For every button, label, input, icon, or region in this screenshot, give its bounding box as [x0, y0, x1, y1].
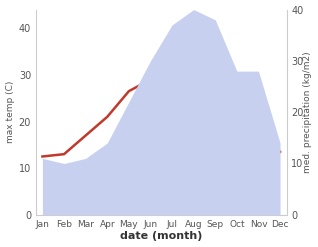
Y-axis label: max temp (C): max temp (C)	[5, 81, 15, 143]
Y-axis label: med. precipitation (kg/m2): med. precipitation (kg/m2)	[303, 51, 313, 173]
X-axis label: date (month): date (month)	[120, 231, 203, 242]
